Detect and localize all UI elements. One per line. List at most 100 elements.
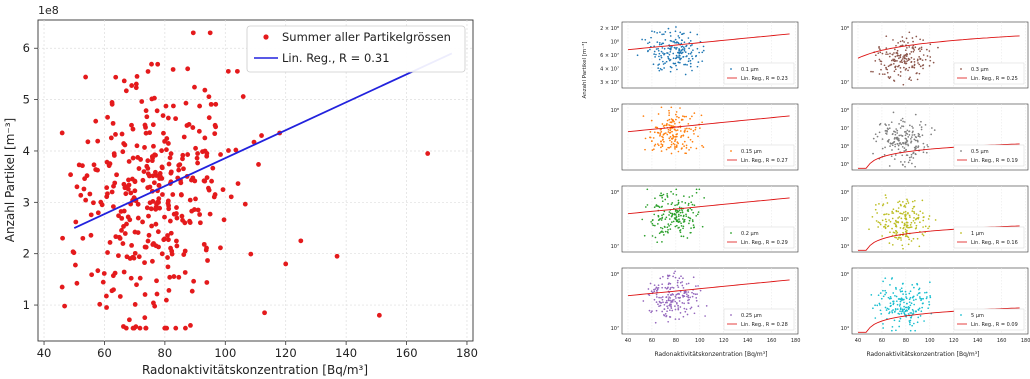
panel-point	[903, 60, 906, 62]
panel-point	[659, 277, 662, 280]
panel-point	[657, 132, 660, 134]
panel-point	[669, 288, 671, 291]
panel-point	[653, 298, 656, 301]
panel-point	[692, 224, 695, 226]
panel-legend-fit-label: Lin. Reg., R = 0.16	[971, 240, 1018, 246]
panel-point	[907, 144, 910, 147]
panel-point	[908, 226, 911, 229]
main-point	[108, 135, 114, 141]
panel-point	[896, 142, 899, 145]
main-point	[179, 213, 185, 219]
panel-point	[683, 145, 685, 147]
panel-point	[697, 285, 699, 287]
panel-point	[886, 68, 889, 71]
main-point	[174, 205, 179, 210]
panel-point	[691, 140, 694, 143]
main-point	[206, 115, 212, 121]
panel-point	[903, 131, 906, 133]
main-point	[174, 215, 180, 221]
panel-point	[916, 321, 919, 324]
panel-point	[674, 138, 677, 141]
panel-point	[916, 282, 918, 285]
panel-point	[908, 321, 911, 324]
panel-point	[682, 215, 685, 218]
main-point	[156, 244, 161, 250]
panel-point	[659, 133, 662, 136]
main-x-ticks: 40 60 80 100 120 140 160 180	[37, 341, 478, 360]
panel-point	[660, 106, 663, 109]
panel-point	[914, 148, 916, 151]
main-point	[143, 325, 149, 331]
main-point	[262, 310, 267, 316]
panel-point	[895, 329, 897, 332]
panel-point	[880, 68, 882, 71]
panel-point	[907, 307, 910, 310]
panel-point	[908, 130, 910, 133]
panel-point	[888, 312, 890, 315]
main-point	[156, 183, 162, 188]
panel-point	[676, 284, 679, 287]
panel-point	[666, 226, 669, 229]
panel-point	[910, 226, 913, 228]
panel-point	[894, 225, 897, 228]
panel-point	[903, 224, 906, 227]
main-point	[165, 264, 171, 270]
panel-point	[662, 231, 664, 234]
panel-point	[880, 313, 883, 315]
panel-point	[669, 65, 672, 68]
panel-point	[649, 136, 651, 139]
panel-point	[689, 62, 692, 65]
panel-point	[673, 40, 675, 43]
panel-point	[900, 312, 903, 315]
panel-point	[660, 54, 662, 57]
panel-y-tick-label: 10⁸	[611, 190, 619, 196]
main-point	[110, 204, 116, 210]
panel-point	[668, 316, 671, 318]
panel-point	[908, 320, 911, 322]
panel-point	[922, 151, 925, 154]
panel-point	[667, 307, 669, 309]
panel-point	[905, 148, 907, 151]
panel-point	[914, 139, 917, 142]
panel-point	[906, 129, 909, 132]
panel-point	[652, 148, 655, 151]
main-point	[154, 291, 160, 297]
panel-point	[879, 223, 882, 226]
panel-point	[675, 224, 678, 227]
panel-point	[673, 62, 676, 65]
panel-point	[691, 69, 693, 72]
main-point	[126, 159, 132, 164]
main-point	[140, 177, 146, 183]
panel-point	[658, 63, 661, 66]
panel-point	[904, 290, 907, 293]
main-point	[162, 325, 168, 331]
panel-point	[653, 45, 655, 48]
panel-point	[913, 138, 916, 141]
panel-point	[696, 33, 699, 36]
panel-point	[661, 200, 664, 203]
panel-point	[675, 301, 678, 304]
panel-point	[910, 50, 913, 53]
panel-point	[663, 225, 666, 228]
panel-y-tick-label: 10⁵	[841, 162, 849, 168]
panel-point	[896, 52, 899, 55]
main-point	[143, 124, 148, 130]
main-point	[202, 178, 208, 184]
panel-point	[910, 141, 912, 144]
panel-point	[874, 60, 877, 62]
panel-point	[885, 220, 888, 223]
panel-point	[677, 142, 679, 145]
panel-point	[661, 216, 664, 219]
panel-point	[903, 161, 906, 163]
panel-point	[919, 135, 921, 138]
panel-legend-box	[723, 308, 795, 331]
panel-point	[667, 55, 669, 58]
panel-point	[658, 55, 660, 58]
panel-point	[684, 73, 687, 76]
panel-point	[678, 293, 680, 295]
panel-point	[684, 63, 687, 66]
main-x-tick-label: 120	[275, 346, 297, 360]
panel-point	[660, 296, 662, 299]
main-point	[167, 218, 173, 224]
